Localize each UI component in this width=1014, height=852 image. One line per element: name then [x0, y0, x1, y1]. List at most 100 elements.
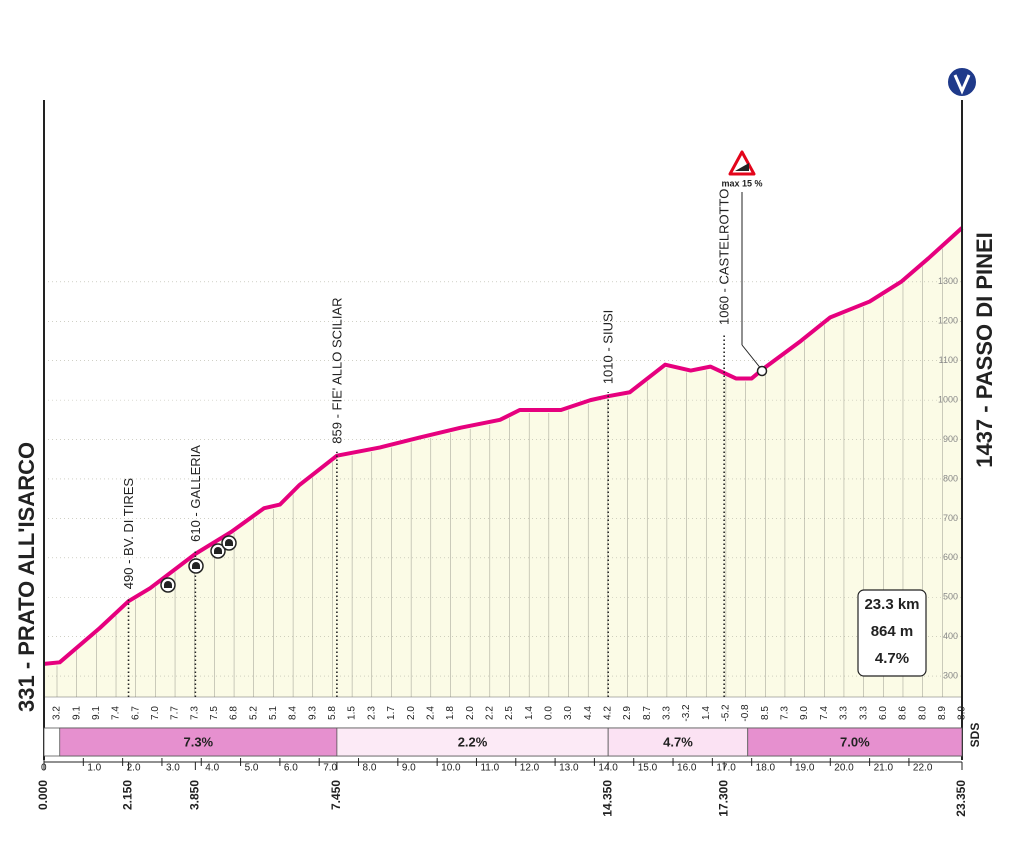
gradient-label: 4.2: [603, 706, 614, 720]
gradient-label: 2.9: [622, 706, 633, 720]
gradient-label: 2.4: [425, 706, 436, 720]
gradient-label: 3.3: [839, 706, 850, 720]
x-tick-label: 22.0: [913, 763, 933, 774]
gradient-label: 6.0: [878, 706, 889, 720]
gradient-label: 8.6: [898, 706, 909, 720]
tunnel-icon-arch: [225, 539, 233, 546]
gradient-label: 9.3: [307, 706, 318, 720]
x-tick-label: 7.0: [323, 763, 337, 774]
gradient-label: 2.0: [465, 706, 476, 720]
gradient-label: 3.3: [858, 706, 869, 720]
gradient-label: 6.8: [229, 706, 240, 720]
y-tick-label: 300: [943, 670, 958, 680]
start-label: 331 - PRATO ALL'ISARCO: [14, 442, 39, 712]
waypoint-label: 610 - GALLERIA: [188, 445, 203, 542]
gradient-label: 3.2: [52, 706, 63, 720]
summary-text: 4.7%: [875, 650, 909, 667]
sponsor: SDS: [968, 723, 982, 748]
x-tick-label: 20.0: [834, 763, 854, 774]
summary-text: 864 m: [871, 623, 914, 640]
x-tick-label: 4.0: [205, 763, 219, 774]
x-tick-label: 6.0: [284, 763, 298, 774]
finish-label: 1437 - PASSO DI PINEI: [972, 232, 997, 468]
section-label: 7.3%: [183, 734, 213, 749]
section-label: 7.0%: [840, 734, 870, 749]
gradient-label: 2.0: [406, 706, 417, 720]
gradient-label: 7.0: [150, 706, 161, 720]
gradient-label: 0.0: [543, 706, 554, 720]
section-label: 4.7%: [663, 734, 693, 749]
gradient-label: 7.5: [209, 706, 220, 720]
gradient-label: 1.7: [386, 706, 397, 720]
x-tick-label: 5.0: [245, 763, 259, 774]
gradient-label: -5.2: [721, 704, 732, 722]
gradient-label: 5.8: [327, 706, 338, 720]
y-tick-label: 700: [943, 513, 958, 523]
tunnel-icon-arch: [192, 562, 200, 569]
x-tick-label: 12.0: [520, 763, 540, 774]
gradient-label: 8.7: [642, 706, 653, 720]
km-mark-label: 14.350: [600, 780, 614, 817]
km-mark-label: 7.450: [329, 780, 343, 810]
y-tick-label: 500: [943, 592, 958, 602]
gradient-label: 7.3: [780, 706, 791, 720]
section-label: 2.2%: [458, 734, 488, 749]
km-mark-label: 2.150: [121, 780, 135, 810]
section: [336, 727, 609, 757]
max-leader2: [741, 344, 763, 371]
x-tick-label: 17.0: [716, 763, 736, 774]
section: [607, 727, 749, 757]
gradient-label: 1.8: [445, 706, 456, 720]
gradient-label: 5.1: [268, 706, 279, 720]
max-gradient-label: max 15 %: [721, 178, 762, 188]
waypoint-label: 490 - BV. DI TIRES: [121, 478, 136, 590]
profile-line: [43, 226, 964, 666]
y-tick-label: 900: [943, 434, 958, 444]
x-tick-label: 16.0: [677, 763, 697, 774]
x-tick-label: 2.0: [127, 763, 141, 774]
tunnel-icon-arch: [214, 547, 222, 554]
km-mark-label: 23.350: [954, 780, 968, 817]
gradient-label: 1.5: [347, 706, 358, 720]
x-tick-label: 21.0: [874, 763, 894, 774]
gradient-label: 8.5: [760, 706, 771, 720]
x-tick-label: 3.0: [166, 763, 180, 774]
gradient-label: 8.9: [937, 706, 948, 720]
y-tick-label: 1100: [939, 355, 958, 365]
y-tick-label: 1300: [938, 276, 958, 286]
y-tick-label: 1200: [938, 316, 958, 326]
gradient-label: 7.4: [819, 706, 830, 720]
x-tick-label: 11.0: [480, 763, 499, 774]
gradient-label: 7.4: [111, 706, 122, 720]
km-mark-label: 0.000: [36, 780, 50, 810]
section: [59, 727, 338, 757]
x-tick-label: 18.0: [756, 763, 776, 774]
summary-text: 23.3 km: [864, 596, 919, 613]
gradient-label: 7.7: [170, 706, 181, 720]
y-tick-label: 800: [943, 473, 958, 483]
km-mark-label: 3.850: [188, 780, 202, 810]
y-tick-label: 1000: [938, 395, 958, 405]
gradient-label: 2.2: [484, 706, 495, 720]
waypoint-label: 1060 - CASTELROTTO: [717, 189, 732, 325]
warning-icon-slope: [735, 163, 749, 171]
gradient-label: 2.3: [366, 706, 377, 720]
gradient-label: 2.5: [504, 706, 515, 720]
gradient-label: 3.3: [662, 706, 673, 720]
gradient-label: 9.1: [91, 706, 102, 720]
x-tick-label: 15.0: [638, 763, 658, 774]
waypoint-label: 859 - FIE' ALLO SCILIAR: [329, 297, 344, 443]
x-tick-label: 8.0: [363, 763, 377, 774]
x-tick-label: 1.0: [87, 763, 101, 774]
gradient-label: -3.2: [681, 704, 692, 722]
gradient-label: 8.0: [917, 706, 928, 720]
waypoint-label: 1010 - SIUSI: [601, 310, 616, 384]
km-mark-label: 17.300: [716, 780, 730, 817]
summary-box: [857, 589, 927, 677]
x-tick-label: 10.0: [441, 763, 461, 774]
x-tick-label: 19.0: [795, 763, 815, 774]
x-tick-label: 9.0: [402, 763, 416, 774]
gradient-label: 8.4: [288, 706, 299, 720]
gradient-label: 7.3: [189, 706, 200, 720]
